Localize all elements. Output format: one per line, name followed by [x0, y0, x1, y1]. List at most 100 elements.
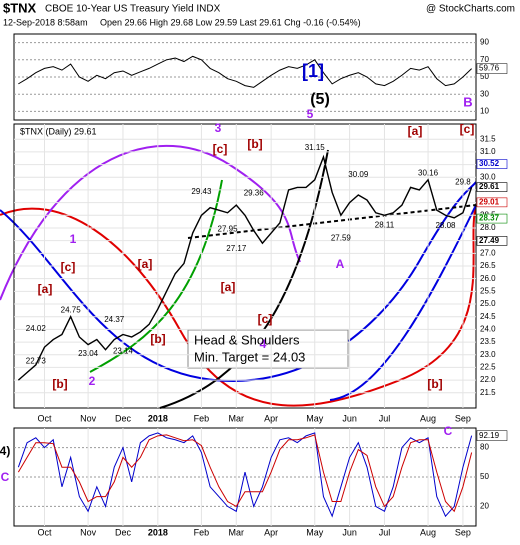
wave-label: (5)	[310, 91, 330, 108]
annotation-text: Min. Target = 24.03	[194, 349, 305, 364]
y-tick-label: 22.0	[480, 375, 496, 384]
price-marker	[476, 213, 508, 224]
x-tick-label: May	[306, 413, 324, 423]
x-tick-label: Dec	[115, 413, 132, 423]
price-note: 27.17	[226, 244, 247, 253]
x-tick-label: Mar	[229, 527, 245, 537]
price-note: 27.95	[218, 224, 239, 233]
wave-label: 4)	[0, 444, 10, 458]
series-line	[17, 432, 473, 518]
wave-label: [a]	[138, 257, 153, 271]
price-note: 29.36	[244, 189, 265, 198]
x-tick-label: May	[306, 527, 324, 537]
wave-label: A	[336, 257, 345, 271]
x-tick-label: Apr	[264, 527, 278, 537]
price-marker	[476, 159, 508, 169]
y-tick-label: 31.5	[480, 134, 496, 143]
y-tick-label: 26.0	[480, 274, 496, 283]
x-tick-label: 2018	[148, 527, 168, 537]
x-tick-label: Mar	[229, 413, 245, 423]
price-marker	[476, 236, 508, 246]
y-tick-label: 23.5	[480, 337, 496, 346]
wave-label: 3	[215, 121, 222, 135]
wave-label: [a]	[408, 124, 423, 138]
wave-label: C	[1, 470, 10, 484]
x-tick-label: Feb	[194, 527, 210, 537]
x-tick-label: Dec	[115, 527, 132, 537]
wave-label: [c]	[258, 312, 273, 326]
price-note: 30.16	[418, 168, 439, 177]
x-tick-label: Jul	[379, 413, 391, 423]
quote: Open 29.66 High 29.68 Low 29.59 Last 29.…	[100, 17, 361, 27]
price-note: 27.59	[331, 233, 352, 242]
x-tick-label: Jun	[342, 527, 357, 537]
wave-label: [a]	[38, 282, 53, 296]
price-note: 30.09	[348, 170, 369, 179]
legend-entry: $TNX (Daily) 29.61	[20, 126, 97, 136]
price-note: 28.08	[435, 221, 456, 230]
y-tick-label: 26.5	[480, 261, 496, 270]
series-line	[18, 55, 472, 88]
price-note: 24.37	[104, 315, 125, 324]
price-note: 23.14	[113, 346, 134, 355]
price-note: 29.43	[191, 187, 212, 196]
annotation-text: Head & Shoulders	[194, 332, 300, 347]
wave-label: [b]	[247, 137, 262, 151]
x-tick-label: Oct	[38, 527, 53, 537]
wave-label: 1	[70, 232, 77, 246]
price-note: 28.11	[375, 220, 395, 229]
wave-label: [b]	[52, 377, 67, 391]
y-tick-label: 28.0	[480, 223, 496, 232]
x-tick-label: 2018	[148, 413, 168, 423]
x-tick-label: Apr	[264, 413, 278, 423]
y-tick-label: 70	[480, 55, 489, 64]
y-tick-label: 24.0	[480, 325, 496, 334]
x-tick-label: Nov	[80, 413, 97, 423]
y-tick-label: 31.0	[480, 147, 496, 156]
price-marker-label: 27.49	[479, 236, 500, 245]
price-marker	[476, 197, 508, 208]
y-tick-label: 10	[480, 107, 489, 116]
series-line	[17, 434, 473, 513]
wave-label: [b]	[427, 377, 442, 391]
x-tick-label: Sep	[455, 527, 471, 537]
last-value-label: 59.76	[479, 64, 500, 73]
last-value-box	[476, 430, 508, 441]
price-note: 24.02	[26, 324, 47, 333]
annotation-box	[187, 329, 349, 369]
wave-label: [c]	[460, 122, 475, 136]
wave-label: C	[444, 424, 453, 438]
x-tick-label: Feb	[194, 413, 210, 423]
x-tick-label: Aug	[420, 527, 436, 537]
wave-label: 2	[89, 374, 96, 388]
y-tick-label: 30.0	[480, 172, 496, 181]
x-tick-label: Jun	[342, 413, 357, 423]
y-tick-label: 50	[480, 472, 489, 481]
price-note: 31.15	[305, 143, 326, 152]
price-marker-label: 30.52	[479, 159, 500, 168]
y-tick-label: 24.5	[480, 312, 496, 321]
brand: @ StockCharts.com	[426, 4, 515, 15]
y-tick-label: 23.0	[480, 350, 496, 359]
last-value-box	[476, 63, 508, 74]
symbol: $TNX	[3, 0, 37, 15]
x-tick-label: Oct	[38, 413, 53, 423]
x-tick-label: Sep	[455, 413, 471, 423]
y-tick-label: 30	[480, 89, 489, 98]
date: 12-Sep-2018 8:58am	[3, 17, 88, 27]
last-value-label: 92.19	[479, 431, 500, 440]
y-tick-label: 25.0	[480, 299, 496, 308]
x-tick-label: Nov	[80, 527, 97, 537]
y-tick-label: 21.5	[480, 388, 496, 397]
wave-label: [c]	[213, 142, 228, 156]
price-marker-label: 28.37	[479, 214, 500, 223]
price-note: 22.73	[26, 357, 47, 366]
y-tick-label: 50	[480, 72, 489, 81]
price-marker-label: 29.01	[479, 197, 500, 206]
y-tick-label: 27.0	[480, 248, 496, 257]
wave-label: [b]	[150, 332, 165, 346]
y-tick-label: 25.5	[480, 286, 496, 295]
y-tick-label: 80	[480, 443, 489, 452]
wave-label: 4	[260, 337, 267, 351]
